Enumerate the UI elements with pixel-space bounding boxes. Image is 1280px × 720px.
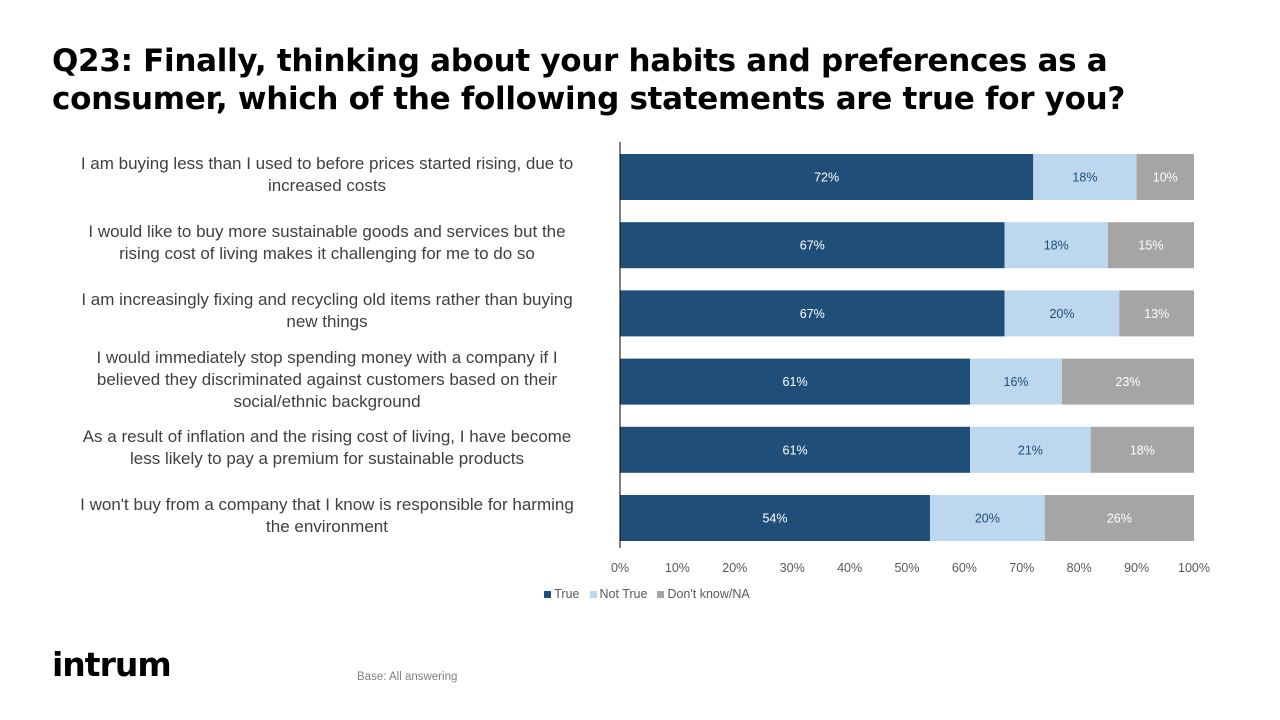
x-tick-label: 40% [837, 561, 862, 575]
data-label: 61% [783, 375, 808, 389]
data-label: 13% [1144, 307, 1169, 321]
bar-not-true-6 [929, 495, 1045, 541]
data-label: 18% [1072, 171, 1097, 185]
bar-not-true-1 [1033, 154, 1137, 200]
category-label-line: the environment [266, 517, 388, 536]
bar-true-2 [620, 222, 1005, 269]
category-label-line: I am increasingly fixing and recycling o… [81, 290, 573, 310]
data-label: 20% [1049, 307, 1074, 321]
x-tick-label: 20% [722, 561, 747, 575]
data-label: 10% [1153, 171, 1178, 185]
category-label-line: social/ethnic background [233, 391, 421, 411]
category-label: I would immediately stop spending money … [50, 347, 604, 413]
data-label: 67% [800, 239, 825, 253]
data-label: 21% [1018, 443, 1043, 457]
chart-title: Q23: Finally, thinking about your habits… [52, 42, 1232, 118]
category-label-line: new things [286, 312, 368, 332]
category-label: I would like to buy more sustainable goo… [50, 221, 604, 265]
category-label-line: I won't buy from a company that I know i… [80, 495, 574, 514]
bar-don-t-know-na-1 [1136, 154, 1194, 200]
bar-true-6 [620, 495, 930, 541]
intrum-logo: intrum [52, 645, 172, 684]
legend-item: Not True [589, 587, 648, 601]
category-label-line: As a result of inflation and the rising … [82, 426, 572, 446]
bar-not-true-3 [1004, 290, 1120, 337]
category-label: I am buying less than I used to before p… [50, 153, 604, 197]
bar-true-1 [620, 154, 1034, 200]
data-label: 18% [1130, 443, 1155, 457]
legend-label: Not True [599, 587, 648, 601]
data-label: 26% [1107, 512, 1132, 526]
data-label: 18% [1044, 239, 1069, 253]
title-line-2: consumer, which of the following stateme… [52, 81, 1126, 117]
legend: True Not True Don't know/NA [0, 587, 1280, 601]
base-note: Base: All answering [357, 671, 458, 683]
bar-true-5 [620, 426, 971, 473]
x-tick-label: 70% [1009, 561, 1034, 575]
x-tick-label: 60% [952, 561, 977, 575]
bar-true-3 [620, 290, 1005, 337]
x-tick-label: 90% [1124, 561, 1149, 575]
data-label: 67% [800, 307, 825, 321]
x-tick-label: 30% [780, 561, 805, 575]
category-label-line: I would like to buy more sustainable goo… [88, 222, 566, 242]
bar-not-true-2 [1004, 222, 1108, 269]
bar-not-true-5 [970, 426, 1091, 473]
x-tick-label: 100% [1178, 561, 1210, 575]
category-label: As a result of inflation and the rising … [50, 426, 604, 470]
legend-item: Don't know/NA [657, 587, 750, 601]
data-label: 15% [1138, 239, 1163, 253]
data-label: 16% [1004, 375, 1029, 389]
category-label-line: I am buying less than I used to before p… [80, 154, 574, 173]
bar-don-t-know-na-5 [1090, 426, 1194, 473]
x-tick-label: 10% [665, 561, 690, 575]
bar-don-t-know-na-2 [1107, 222, 1194, 269]
category-label: I won't buy from a company that I know i… [50, 494, 604, 538]
bar-don-t-know-na-3 [1119, 290, 1194, 337]
category-label: I am increasingly fixing and recycling o… [50, 289, 604, 333]
title-line-1: Q23: Finally, thinking about your habits… [52, 43, 1108, 79]
x-tick-label: 80% [1067, 561, 1092, 575]
category-label-line: I would immediately stop spending money … [96, 347, 558, 367]
legend-swatch [589, 590, 597, 598]
category-label-line: believed they discriminated against cust… [96, 369, 558, 389]
data-label: 20% [975, 512, 1000, 526]
legend-item: True [544, 587, 580, 601]
bar-don-t-know-na-6 [1044, 495, 1194, 541]
data-label: 54% [762, 512, 787, 526]
bar-don-t-know-na-4 [1061, 358, 1194, 405]
legend-label: Don't know/NA [667, 587, 750, 601]
data-label: 61% [783, 443, 808, 457]
x-tick-label: 0% [611, 561, 629, 575]
category-label-line: increased costs [267, 176, 387, 195]
bar-not-true-4 [970, 358, 1062, 405]
category-label-line: less likely to pay a premium for sustain… [129, 448, 524, 468]
bar-true-4 [620, 358, 971, 405]
legend-label: True [554, 587, 580, 601]
legend-swatch [544, 590, 552, 598]
category-label-line: rising cost of living makes it challengi… [119, 244, 535, 264]
data-label: 72% [814, 171, 839, 185]
data-label: 23% [1115, 375, 1140, 389]
legend-swatch [657, 590, 665, 598]
x-tick-label: 50% [894, 561, 919, 575]
